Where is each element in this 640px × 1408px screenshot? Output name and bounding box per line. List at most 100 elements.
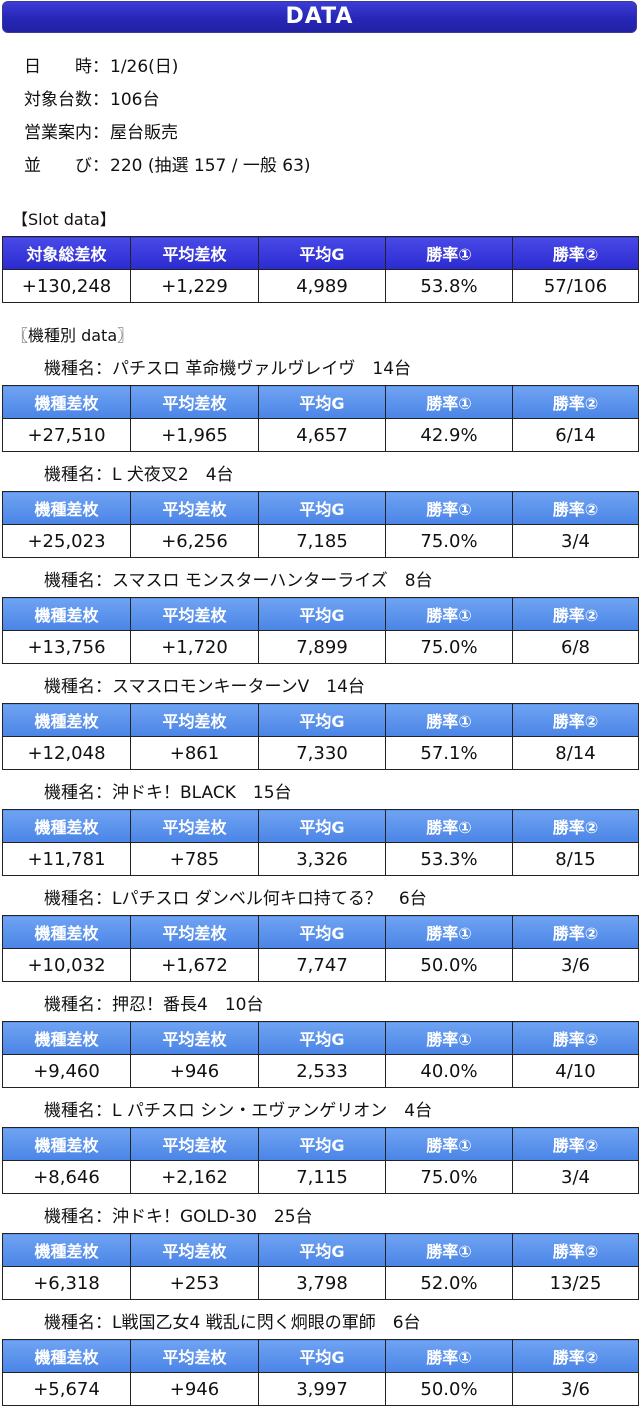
cell-avg-diff: +946 bbox=[130, 1372, 259, 1406]
model-name-row: 機種名：Lパチスロ ダンベル何キロ持てる？ 6台 bbox=[44, 884, 427, 909]
header-win-rate-2: 勝率② bbox=[512, 597, 639, 631]
header-model-diff: 機種差枚 bbox=[2, 385, 131, 419]
table-row: +27,510 +1,965 4,657 42.9% 6/14 bbox=[2, 418, 639, 452]
header-win-rate-1: 勝率① bbox=[385, 491, 513, 525]
info-value: 106台 bbox=[110, 90, 160, 110]
header-avg-diff: 平均差枚 bbox=[130, 1021, 259, 1055]
cell-avg-diff: +861 bbox=[130, 736, 259, 770]
info-label: 営業案内： bbox=[24, 123, 109, 143]
model-name-value: L戦国乙女4 戦乱に閃く炯眼の軍師 6台 bbox=[112, 1313, 421, 1333]
table-row: +8,646 +2,162 7,115 75.0% 3/4 bbox=[2, 1160, 639, 1194]
header-win-rate-2: 勝率② bbox=[512, 809, 639, 843]
model-name-value: L パチスロ シン・エヴァンゲリオン 4台 bbox=[112, 1101, 433, 1121]
cell-avg-diff: +1,672 bbox=[130, 948, 259, 982]
cell-avg-diff: +785 bbox=[130, 842, 259, 876]
model-data-table: 機種差枚 平均差枚 平均G 勝率① 勝率② +11,781 +785 3,326 53.3% 8/… bbox=[2, 809, 639, 876]
header-win-rate-2: 勝率② bbox=[512, 703, 639, 737]
cell-win-rate-2: 8/14 bbox=[512, 736, 639, 770]
header-model-diff: 機種差枚 bbox=[2, 1233, 131, 1267]
model-name-row: 機種名：スマスロモンキーターンV 14台 bbox=[44, 672, 365, 697]
model-name-prefix: 機種名： bbox=[44, 783, 112, 803]
header-win-rate-1: 勝率① bbox=[385, 809, 513, 843]
table-row: +11,781 +785 3,326 53.3% 8/15 bbox=[2, 842, 639, 876]
cell-model-diff: +12,048 bbox=[2, 736, 131, 770]
header-avg-diff: 平均差枚 bbox=[130, 703, 259, 737]
model-data-table: 機種差枚 平均差枚 平均G 勝率① 勝率② +12,048 +861 7,330 57.1% 8/… bbox=[2, 703, 639, 770]
cell-model-diff: +25,023 bbox=[2, 524, 131, 558]
model-data-table: 機種差枚 平均差枚 平均G 勝率① 勝率② +5,674 +946 3,997 50.0% 3/6 bbox=[2, 1339, 639, 1406]
header-win-rate-2: 勝率② bbox=[512, 385, 639, 419]
header-win-rate-2: 勝率② bbox=[512, 491, 639, 525]
info-label: 日 時： bbox=[24, 57, 109, 77]
table-row: +25,023 +6,256 7,185 75.0% 3/4 bbox=[2, 524, 639, 558]
header-avg-games: 平均G bbox=[258, 1233, 386, 1267]
table-header-row: 機種差枚 平均差枚 平均G 勝率① 勝率② bbox=[2, 491, 639, 525]
cell-model-diff: +9,460 bbox=[2, 1054, 131, 1088]
table-header-row: 機種差枚 平均差枚 平均G 勝率① 勝率② bbox=[2, 915, 639, 949]
table-header-row: 機種差枚 平均差枚 平均G 勝率① 勝率② bbox=[2, 1021, 639, 1055]
cell-win-rate-1: 53.3% bbox=[385, 842, 513, 876]
cell-win-rate-2: 3/4 bbox=[512, 1160, 639, 1194]
cell-avg-games: 2,533 bbox=[258, 1054, 386, 1088]
table-row: +10,032 +1,672 7,747 50.0% 3/6 bbox=[2, 948, 639, 982]
cell-model-diff: +27,510 bbox=[2, 418, 131, 452]
header-avg-diff: 平均差枚 bbox=[130, 491, 259, 525]
cell-win-rate-2: 3/6 bbox=[512, 1372, 639, 1406]
cell-model-diff: +6,318 bbox=[2, 1266, 131, 1300]
model-name-prefix: 機種名： bbox=[44, 995, 112, 1015]
cell-win-rate-1: 75.0% bbox=[385, 1160, 513, 1194]
model-name-prefix: 機種名： bbox=[44, 677, 112, 697]
cell-avg-games: 3,997 bbox=[258, 1372, 386, 1406]
cell-win-rate-1: 50.0% bbox=[385, 948, 513, 982]
header-model-diff: 機種差枚 bbox=[2, 597, 131, 631]
header-avg-games: 平均G bbox=[258, 491, 386, 525]
model-name-row: 機種名：パチスロ 革命機ヴァルヴレイヴ 14台 bbox=[44, 354, 411, 379]
header-win-rate-1: 勝率① bbox=[385, 703, 513, 737]
cell-avg-games: 7,185 bbox=[258, 524, 386, 558]
header-win-rate-2: 勝率② bbox=[512, 1127, 639, 1161]
model-name-prefix: 機種名： bbox=[44, 465, 112, 485]
model-name-prefix: 機種名： bbox=[44, 571, 112, 591]
model-name-value: 沖ドキ！GOLD-30 25台 bbox=[112, 1207, 313, 1227]
cell-avg-games: 7,899 bbox=[258, 630, 386, 664]
model-name-value: パチスロ 革命機ヴァルヴレイヴ 14台 bbox=[112, 359, 412, 379]
cell-avg-games: 4,989 bbox=[258, 269, 386, 303]
header-win-rate-1: 勝率① bbox=[385, 915, 513, 949]
cell-avg-games: 7,330 bbox=[258, 736, 386, 770]
header-avg-diff: 平均差枚 bbox=[130, 1127, 259, 1161]
header-win-rate-1: 勝率① bbox=[385, 236, 513, 270]
table-header-row: 機種差枚 平均差枚 平均G 勝率① 勝率② bbox=[2, 1233, 639, 1267]
table-header-row: 機種差枚 平均差枚 平均G 勝率① 勝率② bbox=[2, 597, 639, 631]
table-row: +6,318 +253 3,798 52.0% 13/25 bbox=[2, 1266, 639, 1300]
cell-win-rate-1: 40.0% bbox=[385, 1054, 513, 1088]
cell-win-rate-1: 75.0% bbox=[385, 524, 513, 558]
header-model-diff: 機種差枚 bbox=[2, 1127, 131, 1161]
header-avg-games: 平均G bbox=[258, 385, 386, 419]
model-name-value: L 犬夜叉2 4台 bbox=[112, 465, 234, 485]
model-data-label: 〖機種別 data〗 bbox=[12, 326, 134, 345]
header-avg-diff: 平均差枚 bbox=[130, 597, 259, 631]
cell-win-rate-1: 50.0% bbox=[385, 1372, 513, 1406]
table-header-row: 対象総差枚 平均差枚 平均G 勝率① 勝率② bbox=[2, 236, 639, 270]
model-data-table: 機種差枚 平均差枚 平均G 勝率① 勝率② +25,023 +6,256 7,185 75.0%… bbox=[2, 491, 639, 558]
model-name-row: 機種名：L 犬夜叉2 4台 bbox=[44, 460, 234, 485]
table-row: +5,674 +946 3,997 50.0% 3/6 bbox=[2, 1372, 639, 1406]
model-data-table: 機種差枚 平均差枚 平均G 勝率① 勝率② +27,510 +1,965 4,657 42.9%… bbox=[2, 385, 639, 452]
model-name-row: 機種名：沖ドキ！GOLD-30 25台 bbox=[44, 1202, 313, 1227]
model-name-prefix: 機種名： bbox=[44, 1101, 112, 1121]
model-name-prefix: 機種名： bbox=[44, 1313, 112, 1333]
table-row: +13,756 +1,720 7,899 75.0% 6/8 bbox=[2, 630, 639, 664]
header-total-diff: 対象総差枚 bbox=[2, 236, 131, 270]
header-avg-games: 平均G bbox=[258, 915, 386, 949]
model-name-value: Lパチスロ ダンベル何キロ持てる？ 6台 bbox=[112, 889, 427, 909]
model-data-table: 機種差枚 平均差枚 平均G 勝率① 勝率② +6,318 +253 3,798 52.0% 13/… bbox=[2, 1233, 639, 1300]
cell-win-rate-1: 42.9% bbox=[385, 418, 513, 452]
header-win-rate-2: 勝率② bbox=[512, 1339, 639, 1373]
header-model-diff: 機種差枚 bbox=[2, 1339, 131, 1373]
cell-model-diff: +8,646 bbox=[2, 1160, 131, 1194]
model-name-row: 機種名：スマスロ モンスターハンターライズ 8台 bbox=[44, 566, 433, 591]
model-data-table: 機種差枚 平均差枚 平均G 勝率① 勝率② +8,646 +2,162 7,115 75.0% 3… bbox=[2, 1127, 639, 1194]
info-value: 220 (抽選 157 / 一般 63) bbox=[110, 156, 311, 176]
header-avg-diff: 平均差枚 bbox=[130, 915, 259, 949]
page-title: DATA bbox=[2, 1, 637, 33]
